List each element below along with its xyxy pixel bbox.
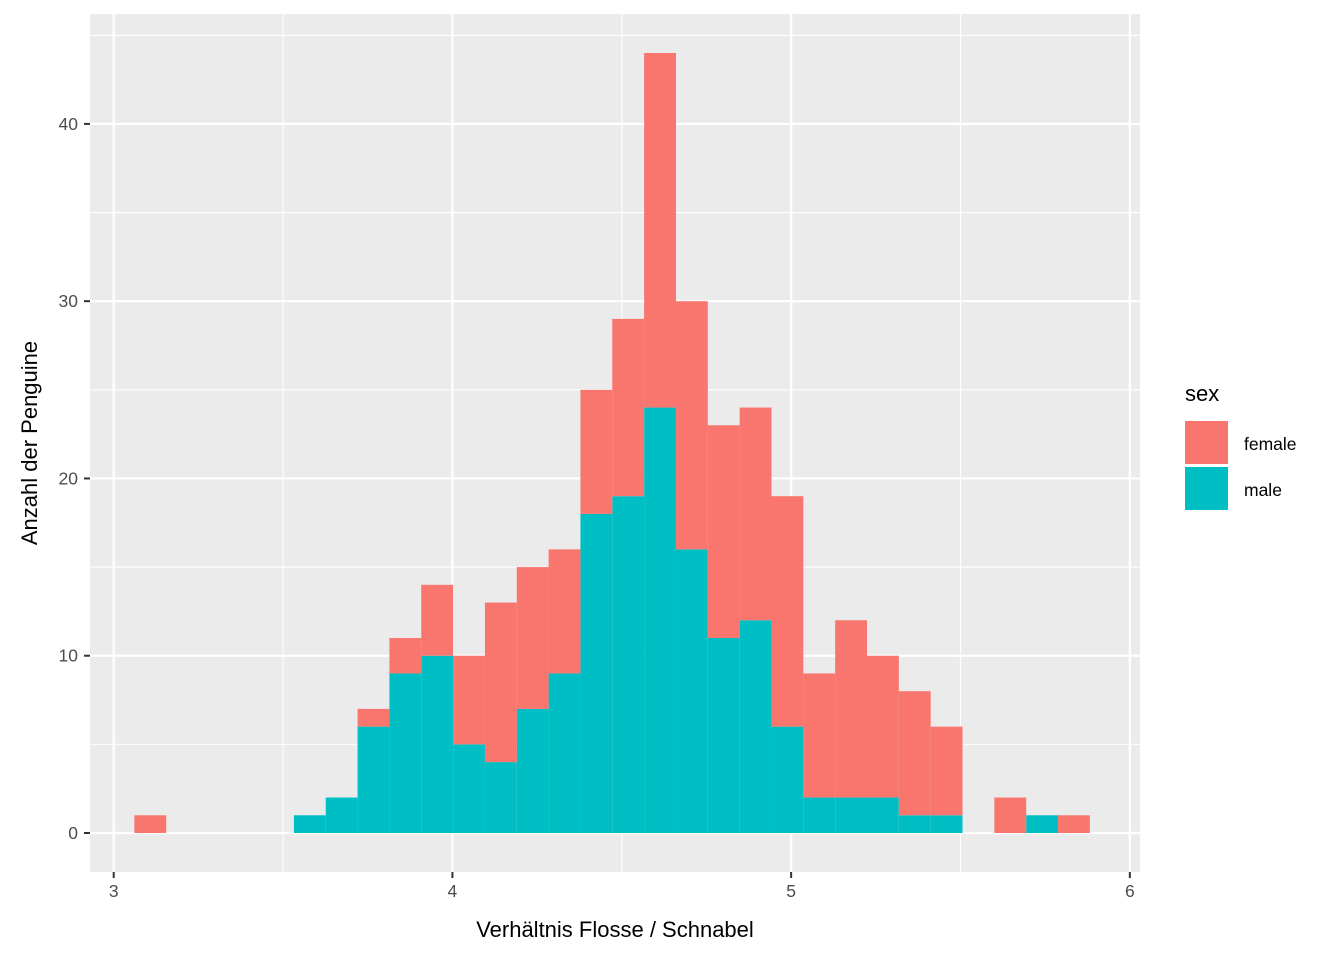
bar-female (134, 815, 167, 833)
bar-female (484, 602, 517, 763)
x-axis-title: Verhältnis Flosse / Schnabel (476, 917, 754, 942)
x-tick-label: 3 (109, 881, 119, 901)
bar-male (389, 673, 422, 833)
bar-female (803, 673, 836, 798)
y-tick-label: 40 (59, 114, 79, 134)
bar-female (516, 567, 549, 709)
legend-title: sex (1185, 381, 1219, 406)
bar-male (739, 620, 772, 833)
bar-male (707, 638, 740, 833)
bar-female (994, 797, 1027, 833)
bar-female (930, 726, 963, 816)
y-axis-title: Anzahl der Penguine (17, 341, 42, 545)
legend: sex female male (1185, 381, 1297, 510)
bar-male (835, 797, 867, 833)
bar-male (453, 744, 485, 833)
bar-male (580, 513, 613, 833)
bar-male (867, 797, 899, 833)
bar-male (484, 762, 517, 833)
bar-male (325, 797, 358, 833)
bar-female (389, 638, 422, 674)
bars (134, 53, 1090, 833)
bar-male (898, 815, 931, 833)
bar-male (803, 797, 836, 833)
bar-female (771, 496, 804, 727)
bar-female (644, 53, 676, 408)
bar-male (644, 407, 676, 833)
y-axis: 0 10 20 30 40 (59, 114, 90, 843)
y-tick-label: 20 (59, 468, 79, 488)
bar-male (675, 549, 708, 833)
bar-male (357, 726, 390, 833)
bar-female (421, 584, 454, 656)
x-tick-label: 4 (448, 881, 458, 901)
bar-female (357, 708, 390, 727)
bar-male (1026, 815, 1059, 833)
legend-key-female (1185, 421, 1228, 464)
y-tick-label: 10 (59, 646, 79, 666)
bar-female (835, 620, 867, 798)
legend-label-female: female (1244, 434, 1297, 454)
bar-female (453, 655, 485, 745)
bar-male (421, 655, 454, 833)
bar-male (771, 726, 804, 833)
bar-male (612, 496, 645, 833)
bar-female (580, 389, 613, 514)
bar-female (898, 691, 931, 816)
bar-female (707, 425, 740, 638)
bar-female (739, 407, 772, 621)
y-tick-label: 0 (68, 823, 78, 843)
bar-female (867, 655, 899, 798)
bar-male (548, 673, 581, 833)
x-axis: 3 4 5 6 (109, 872, 1135, 901)
y-tick-label: 30 (59, 291, 79, 311)
bar-female (548, 549, 581, 674)
x-tick-label: 5 (786, 881, 796, 901)
bar-male (930, 815, 963, 833)
bar-female (612, 318, 645, 497)
legend-key-male (1185, 467, 1228, 510)
bar-female (675, 301, 708, 550)
bar-male (516, 708, 549, 833)
bar-female (1058, 815, 1090, 833)
bar-male (293, 815, 326, 833)
x-tick-label: 6 (1125, 881, 1135, 901)
legend-label-male: male (1244, 480, 1282, 500)
